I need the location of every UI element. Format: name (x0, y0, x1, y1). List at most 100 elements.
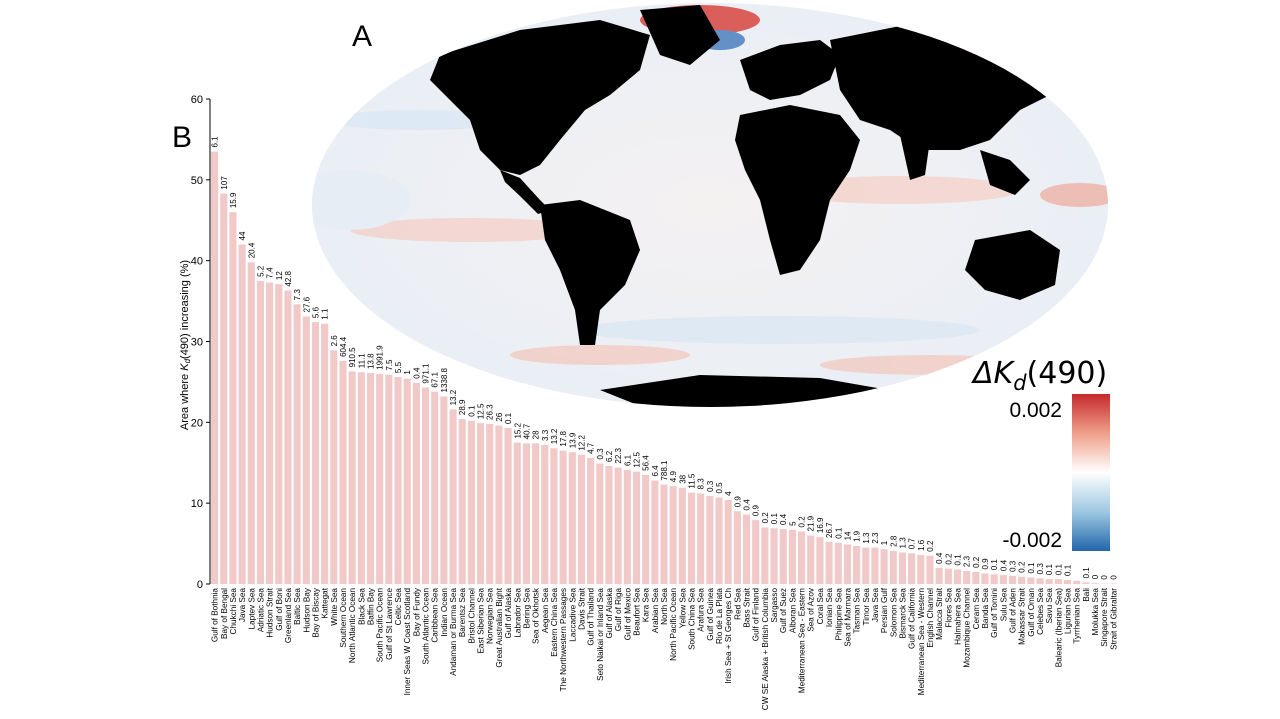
y-tick-label: 0 (197, 579, 203, 591)
bar (476, 423, 485, 584)
bar (348, 371, 356, 584)
x-tick-label: Gulf of Boni (275, 588, 284, 631)
x-tick-label: Tasman Sea (853, 588, 862, 634)
bar-data-label: 2.3 (963, 555, 972, 567)
bar (229, 212, 237, 584)
x-tick-label: Aegean Sea (541, 588, 550, 634)
bar-data-label: 0.9 (981, 558, 990, 570)
x-tick-label: CW SE Alaska + British Columbia (761, 588, 770, 711)
x-tick-label: Irish Sea + St Georges Ch (724, 588, 733, 684)
bar-data-label: 5.6 (311, 306, 320, 318)
bar (770, 528, 778, 584)
bar (742, 514, 751, 584)
x-tick-label: Bay of Fundy (412, 587, 421, 636)
x-tick-label: Makassar Strait (1018, 587, 1027, 645)
bar-data-label: 0.9 (752, 504, 761, 516)
bar (587, 457, 595, 584)
x-tick-label: North Sea (660, 588, 669, 625)
y-axis-label-prefix: Area where (179, 371, 191, 430)
bar-data-label: 56.4 (642, 455, 651, 471)
colorbar-gradient (1072, 394, 1110, 551)
x-tick-label: English Channel (926, 588, 935, 648)
bar (1045, 579, 1053, 584)
bar-data-label: 0 (1100, 575, 1109, 580)
y-axis-label-sub: d (183, 358, 192, 363)
bar (908, 553, 916, 584)
bar-data-label: 604.4 (339, 336, 348, 357)
bar (779, 529, 787, 584)
bar-data-label: 1.6 (917, 539, 926, 551)
x-tick-label: Davis Strait (577, 587, 586, 630)
bar (486, 423, 494, 584)
x-tick-label: Halmahera Sea (953, 588, 962, 645)
bar-data-label: 0 (1109, 575, 1118, 580)
bar-data-label: 7.5 (385, 359, 394, 371)
bar (898, 552, 907, 584)
panel-b-label: B (172, 121, 192, 154)
x-tick-label: Strait of Gibraltar (1109, 588, 1118, 650)
x-tick-label: Greenland Sea (284, 588, 293, 644)
bar-data-label: 42.8 (284, 270, 293, 286)
x-tick-label: Barentsz Sea (458, 588, 467, 638)
bar-data-label: 0.2 (1018, 561, 1027, 573)
bar-data-label: 0.1 (1054, 563, 1063, 575)
bar-data-label: 788.1 (660, 460, 669, 481)
bar-data-label: 6.1 (623, 454, 632, 466)
x-tick-label: Norwegian Sea (486, 588, 495, 644)
bar-data-label: 0.2 (798, 516, 807, 528)
bar-data-label: 0.4 (935, 552, 944, 564)
x-tick-label: Gulf of California (908, 588, 917, 649)
x-tick-label: Solomon Sea (889, 588, 898, 638)
central-america (500, 170, 550, 214)
x-tick-label: Gulf of Tomini (990, 588, 999, 638)
bar (632, 471, 641, 584)
bar-data-label: 2.6 (330, 335, 339, 347)
se-asia (980, 150, 1030, 195)
bar (926, 555, 934, 584)
bar-data-label: 0.1 (990, 559, 999, 571)
bar (330, 350, 338, 584)
bar (440, 396, 448, 584)
bar-data-label: 2.8 (889, 535, 898, 547)
x-tick-label: Indian Ocean (440, 588, 449, 637)
bar (522, 443, 531, 584)
bar-data-label: 13.2 (550, 428, 559, 444)
bar (862, 547, 870, 584)
bar-data-label: 6.2 (605, 450, 614, 462)
x-tick-label: Flores Sea (944, 588, 953, 628)
bar (247, 262, 255, 584)
y-axis-label-k: K (179, 363, 191, 371)
bar (1008, 575, 1017, 584)
bar (724, 499, 732, 584)
bar-data-label: 0.2 (761, 512, 770, 524)
bar-data-label: 38 (678, 474, 687, 483)
colorbar-title-suffix: (490) (1027, 356, 1108, 391)
x-tick-label: Banda Sea (981, 588, 990, 629)
bar (412, 382, 420, 584)
bar (275, 284, 283, 584)
y-axis: 0 10 20 30 40 50 60 (191, 94, 211, 591)
bar-data-label: 13.9 (568, 432, 577, 448)
bar-data-label: 22.3 (614, 447, 623, 463)
bar (944, 568, 952, 584)
bar (889, 550, 897, 584)
bar-data-label: 12.2 (577, 435, 586, 451)
bar-data-label: 5.5 (394, 361, 403, 373)
africa (735, 105, 860, 275)
colorbar-title-prefix: ΔK (971, 356, 1016, 391)
x-tick-label: Kattegat (321, 587, 330, 618)
bar (385, 374, 393, 584)
bar-data-label: 0.3 (1036, 563, 1045, 575)
bar-data-label: 0.3 (706, 480, 715, 492)
bar (596, 463, 604, 584)
x-tick-label: Java Sea (238, 588, 247, 623)
x-tick-label: Hudson Bay (302, 587, 311, 633)
x-tick-label: Beaufort Sea (632, 588, 641, 636)
x-tick-label: Mozambique Channel (963, 588, 972, 668)
bar (825, 541, 833, 584)
x-tick-label: Bay of Biscay (311, 587, 320, 638)
x-tick-label: Philippine Sea (834, 588, 843, 641)
x-tick-label: Mediterranean Sea - Eastern (798, 588, 807, 694)
x-tick-label: Mediterranean Sea - Western (917, 588, 926, 696)
